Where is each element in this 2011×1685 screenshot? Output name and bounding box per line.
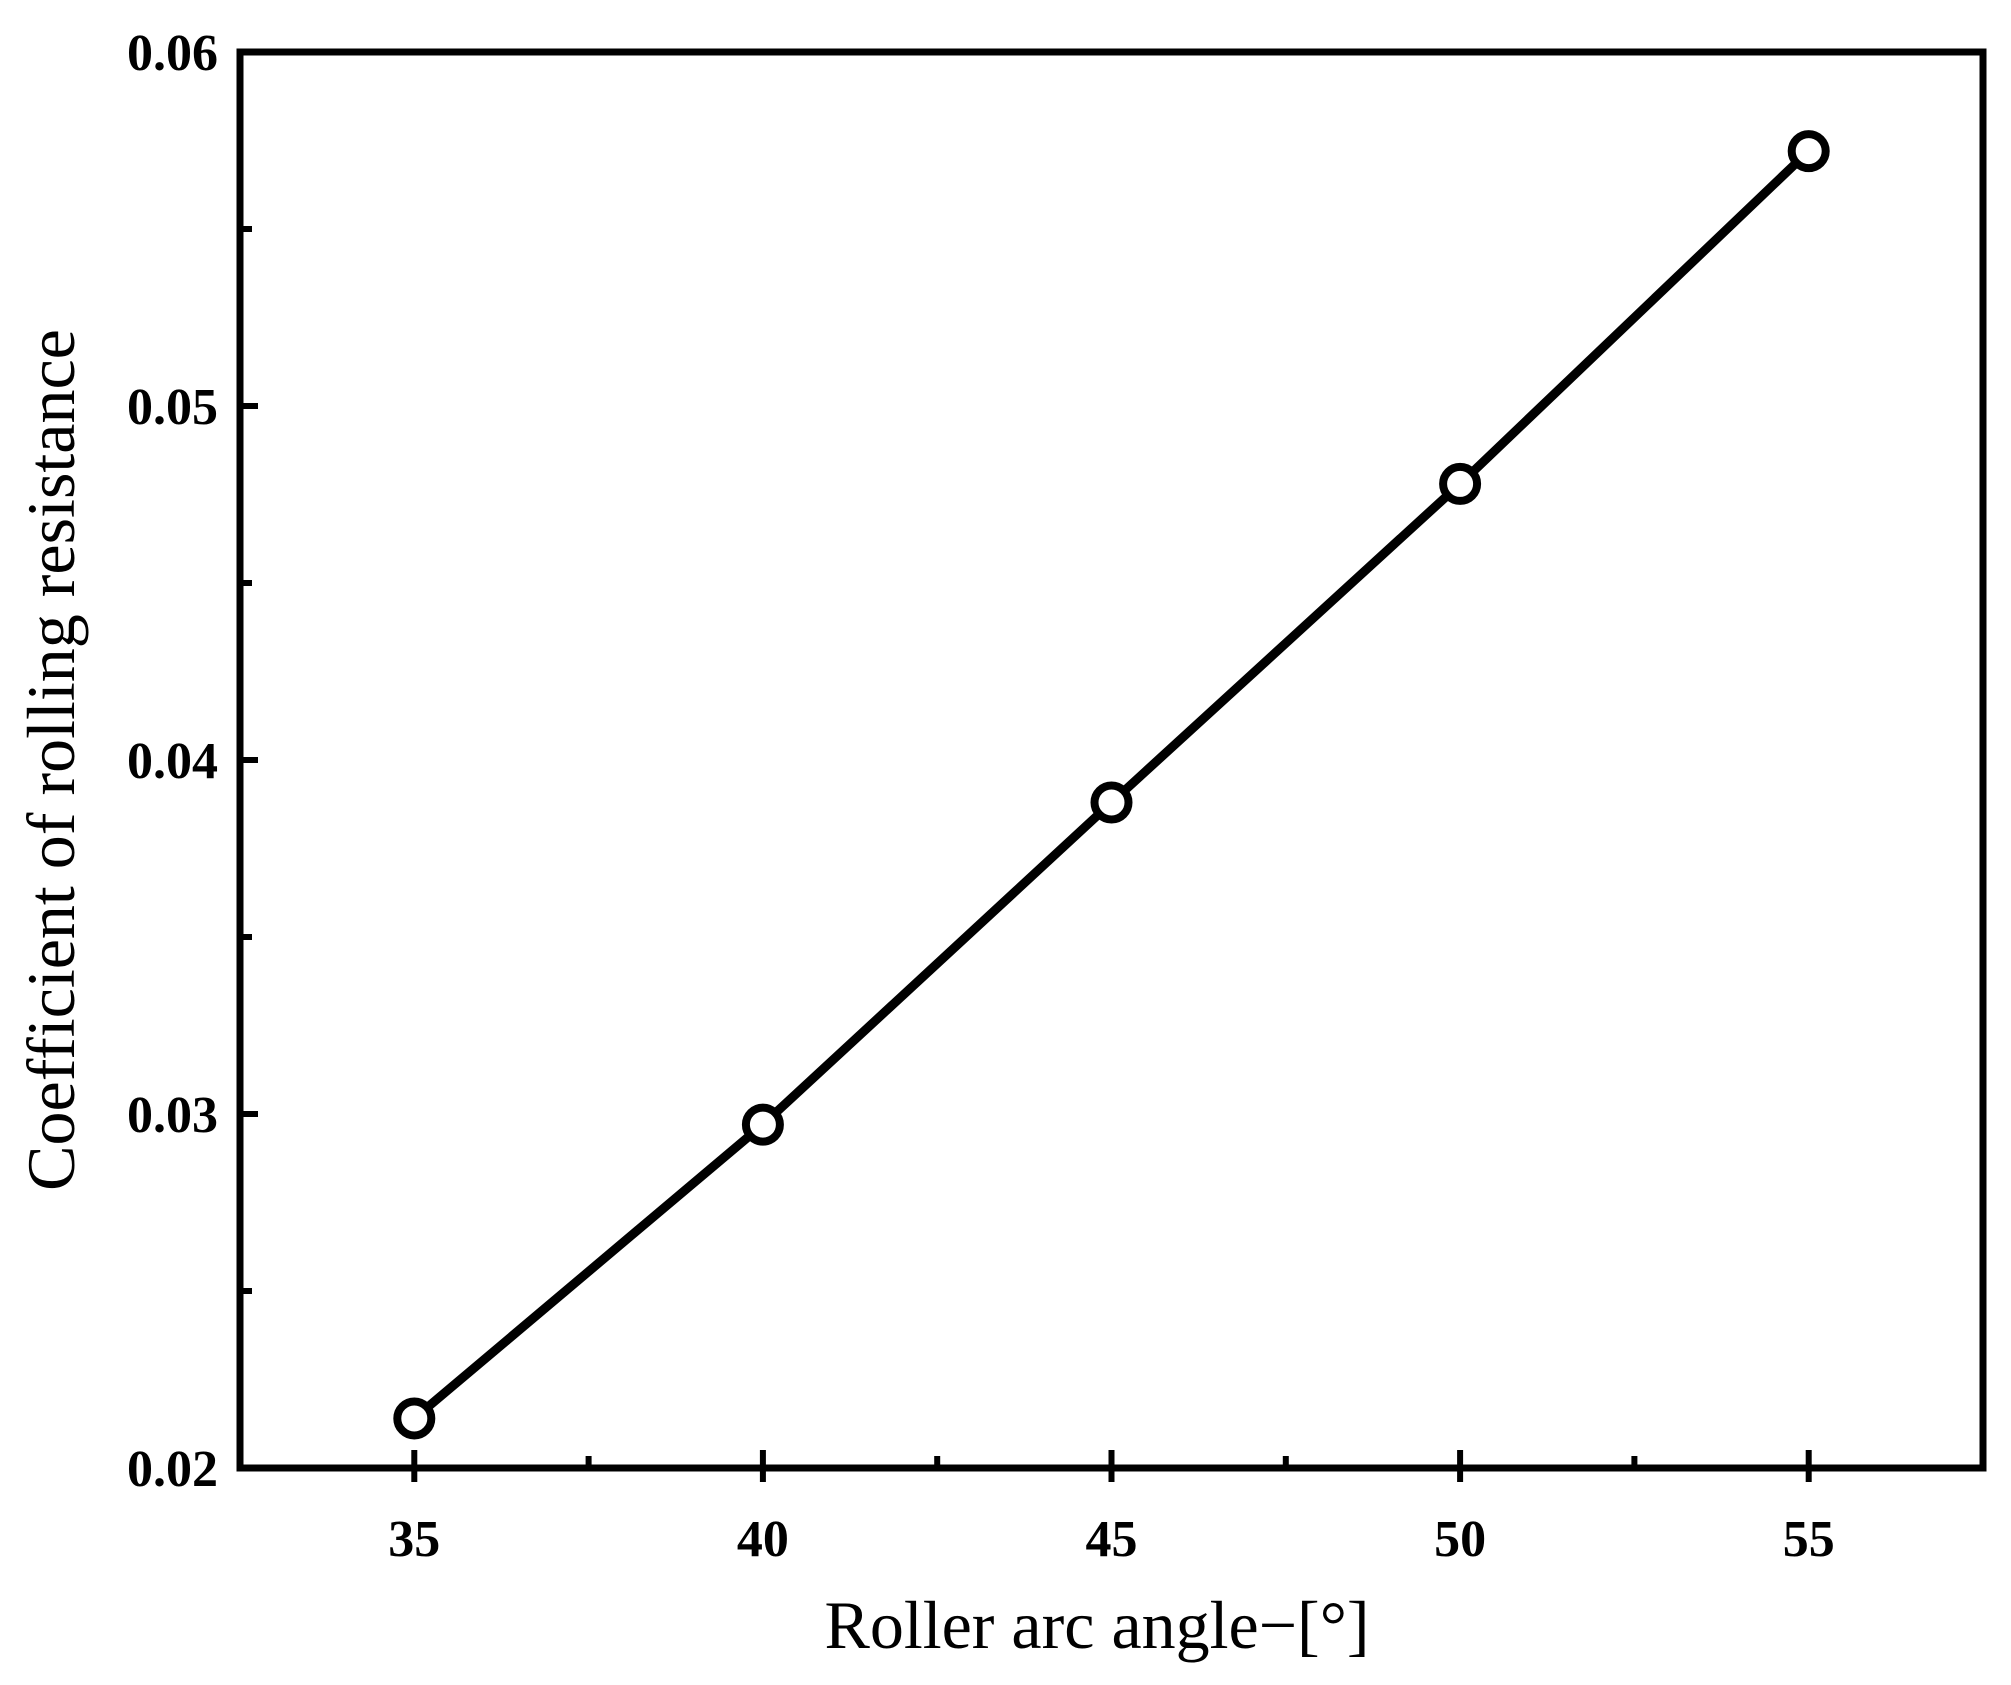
y-tick-label: 0.03 <box>127 1087 218 1144</box>
y-tick-label: 0.04 <box>127 733 218 790</box>
x-tick-label: 45 <box>1086 1511 1138 1568</box>
x-axis-title: Roller arc angle−[°] <box>824 1587 1369 1663</box>
data-point <box>1439 462 1482 505</box>
data-point <box>1787 130 1830 173</box>
data-point <box>1090 781 1133 824</box>
y-tick-label: 0.06 <box>127 25 218 82</box>
x-tick-label: 35 <box>388 1511 440 1568</box>
x-tick-label: 40 <box>737 1511 789 1568</box>
y-tick-label: 0.05 <box>127 379 218 436</box>
plot-area: 35 40 45 50 55 0.02 0.03 0.04 0.05 0.06 <box>127 25 1987 1568</box>
y-tick-label: 0.02 <box>127 1441 218 1498</box>
y-axis-title: Coefficient of rolling resistance <box>13 329 89 1191</box>
x-tick-label: 55 <box>1783 1511 1835 1568</box>
plot-frame <box>236 48 1987 1472</box>
data-point <box>393 1397 436 1440</box>
data-point <box>741 1103 784 1146</box>
x-tick-label: 50 <box>1434 1511 1486 1568</box>
